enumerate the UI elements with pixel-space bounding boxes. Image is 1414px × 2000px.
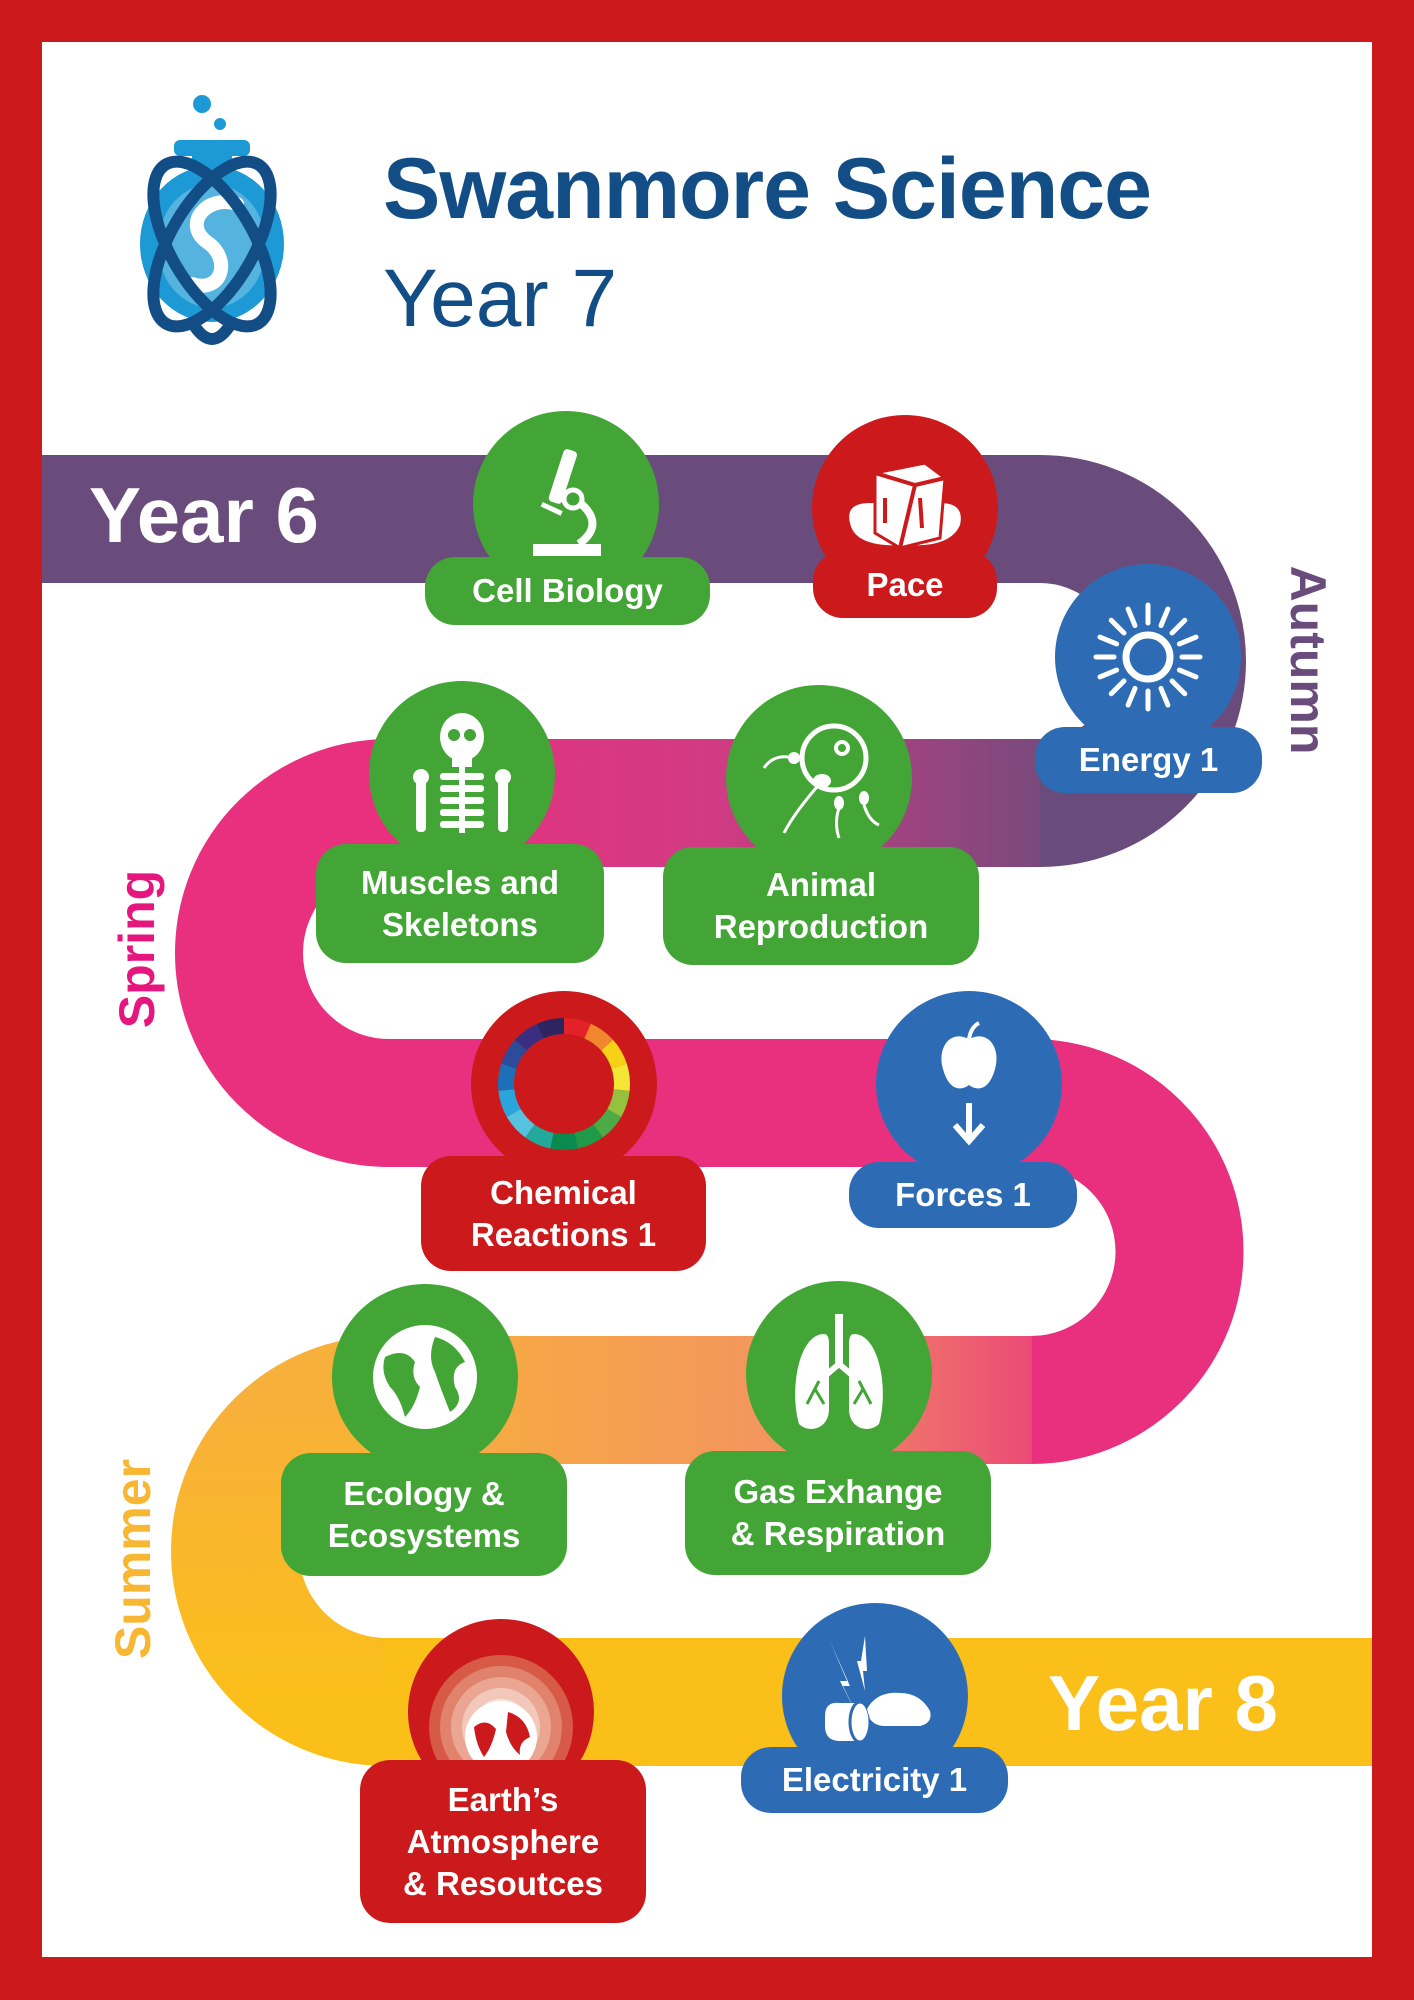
season-label-spring: Spring — [109, 869, 165, 1029]
topic-icon-disc — [876, 991, 1062, 1177]
lungs-icon — [779, 1309, 899, 1439]
topic-label: Pace — [813, 551, 997, 618]
topic-label: Electricity 1 — [741, 1747, 1008, 1813]
topic-icon-disc — [408, 1619, 594, 1805]
ph-scale-icon — [494, 1014, 634, 1154]
topic-label: Chemical Reactions 1 — [421, 1156, 706, 1271]
poster — [42, 42, 1372, 1957]
road-segment-summer-turn — [171, 1335, 389, 1766]
topic-label: Muscles and Skeletons — [316, 844, 604, 963]
globe-icon — [365, 1317, 485, 1437]
topic-icon-disc — [471, 991, 657, 1177]
microscope-icon — [511, 444, 621, 564]
topic-label: Energy 1 — [1035, 727, 1262, 793]
season-label-autumn: Autumn — [1280, 565, 1336, 755]
topic-icon-disc — [1055, 564, 1241, 750]
swanmore-logo — [140, 95, 284, 345]
road-segment-spring-turn — [175, 738, 1244, 1464]
topic-icon-disc — [369, 681, 555, 867]
earth-atmosphere-icon — [426, 1637, 576, 1787]
skeleton-icon — [402, 709, 522, 839]
end-label: Year 8 — [1048, 1659, 1278, 1747]
topic-label: Animal Reproduction — [663, 847, 979, 965]
electric-shock-hand-icon — [805, 1631, 945, 1761]
ice-cube-icon — [840, 453, 970, 563]
topic-label: Ecology & Ecosystems — [281, 1453, 567, 1576]
start-label: Year 6 — [89, 471, 319, 559]
topic-icon-disc — [746, 1281, 932, 1467]
page-title: Swanmore Science — [383, 141, 1152, 237]
topic-label: Forces 1 — [849, 1162, 1077, 1228]
egg-sperm-icon — [754, 713, 884, 843]
topic-label: Earth’s Atmosphere & Resoutces — [360, 1760, 646, 1923]
falling-apple-icon — [929, 1019, 1009, 1149]
season-label-summer: Summer — [105, 1458, 161, 1660]
topic-icon-disc — [332, 1284, 518, 1470]
page-subtitle: Year 7 — [383, 253, 618, 344]
topic-label: Cell Biology — [425, 557, 710, 625]
topic-label: Gas Exhange & Respiration — [685, 1451, 991, 1575]
topic-icon-disc — [726, 685, 912, 871]
sun-icon — [1088, 597, 1208, 717]
